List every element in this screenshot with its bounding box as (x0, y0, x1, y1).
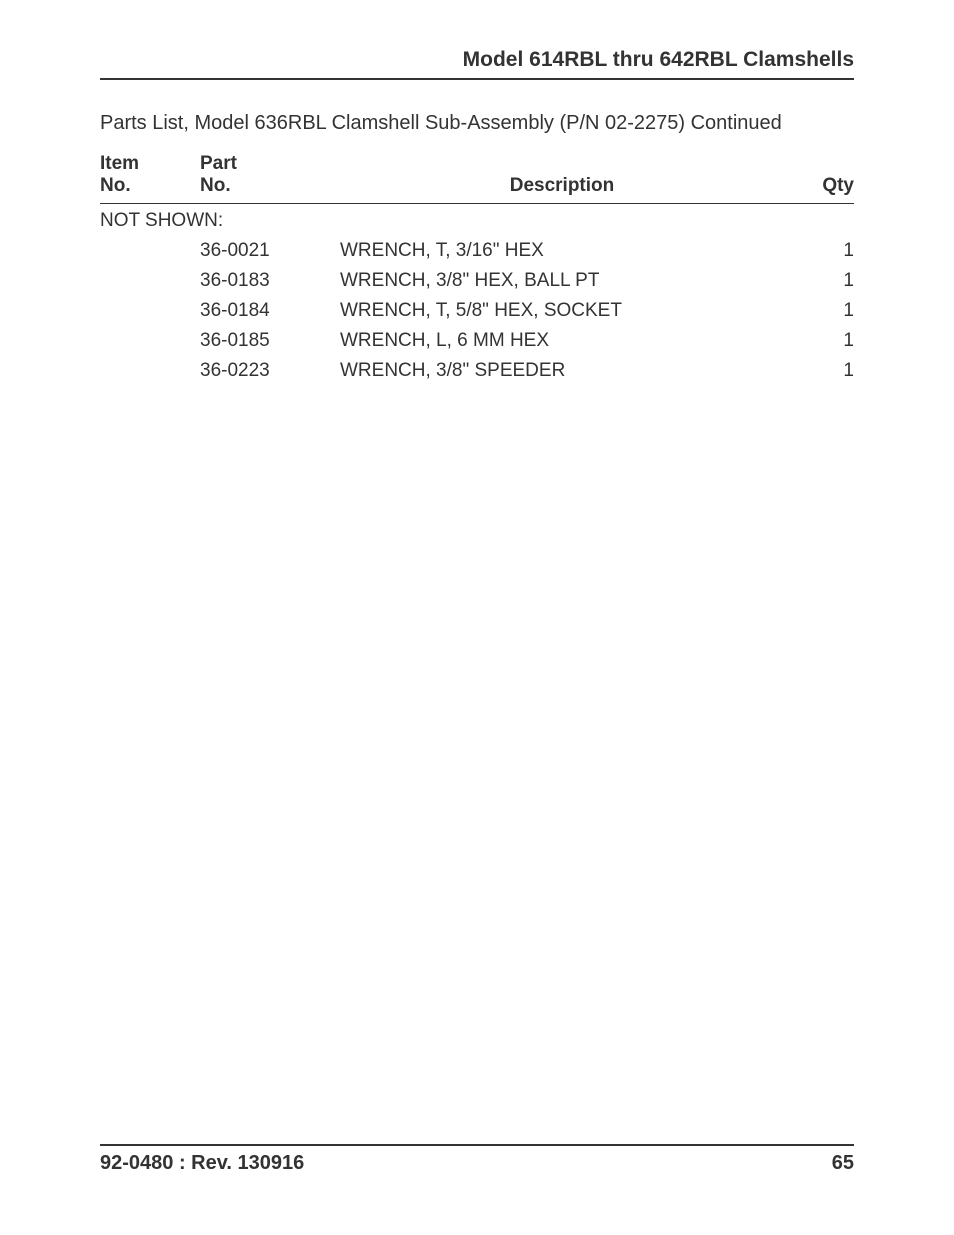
parts-table: ItemNo. PartNo. Description Qty NOT SHOW… (100, 153, 854, 384)
col-header-desc: Description (330, 153, 794, 203)
cell-qty: 1 (794, 264, 854, 294)
cell-item (100, 354, 200, 384)
cell-qty: 1 (794, 294, 854, 324)
col-header-item: ItemNo. (100, 153, 200, 203)
cell-part: 36-0021 (200, 234, 330, 264)
cell-item (100, 264, 200, 294)
cell-desc: WRENCH, L, 6 MM HEX (330, 324, 794, 354)
cell-part: 36-0223 (200, 354, 330, 384)
footer-revision: 92-0480 : Rev. 130916 (100, 1152, 304, 1175)
cell-desc: WRENCH, 3/8" SPEEDER (330, 354, 794, 384)
cell-item (100, 324, 200, 354)
cell-item (100, 234, 200, 264)
not-shown-label: NOT SHOWN: (100, 203, 854, 234)
cell-qty: 1 (794, 234, 854, 264)
footer-page-number: 65 (832, 1152, 854, 1175)
table-header-row: ItemNo. PartNo. Description Qty (100, 153, 854, 203)
cell-part: 36-0183 (200, 264, 330, 294)
table-row: 36-0183 WRENCH, 3/8" HEX, BALL PT 1 (100, 264, 854, 294)
section-title: Parts List, Model 636RBL Clamshell Sub-A… (100, 112, 854, 135)
col-header-part: PartNo. (200, 153, 330, 203)
not-shown-row: NOT SHOWN: (100, 203, 854, 234)
cell-qty: 1 (794, 324, 854, 354)
cell-desc: WRENCH, T, 3/16" HEX (330, 234, 794, 264)
cell-qty: 1 (794, 354, 854, 384)
table-row: 36-0184 WRENCH, T, 5/8" HEX, SOCKET 1 (100, 294, 854, 324)
cell-part: 36-0184 (200, 294, 330, 324)
table-row: 36-0185 WRENCH, L, 6 MM HEX 1 (100, 324, 854, 354)
cell-desc: WRENCH, 3/8" HEX, BALL PT (330, 264, 794, 294)
col-header-qty: Qty (794, 153, 854, 203)
page-footer: 92-0480 : Rev. 130916 65 (100, 1144, 854, 1175)
table-row: 36-0223 WRENCH, 3/8" SPEEDER 1 (100, 354, 854, 384)
cell-part: 36-0185 (200, 324, 330, 354)
cell-item (100, 294, 200, 324)
page-header-title: Model 614RBL thru 642RBL Clamshells (100, 48, 854, 80)
cell-desc: WRENCH, T, 5/8" HEX, SOCKET (330, 294, 794, 324)
table-row: 36-0021 WRENCH, T, 3/16" HEX 1 (100, 234, 854, 264)
